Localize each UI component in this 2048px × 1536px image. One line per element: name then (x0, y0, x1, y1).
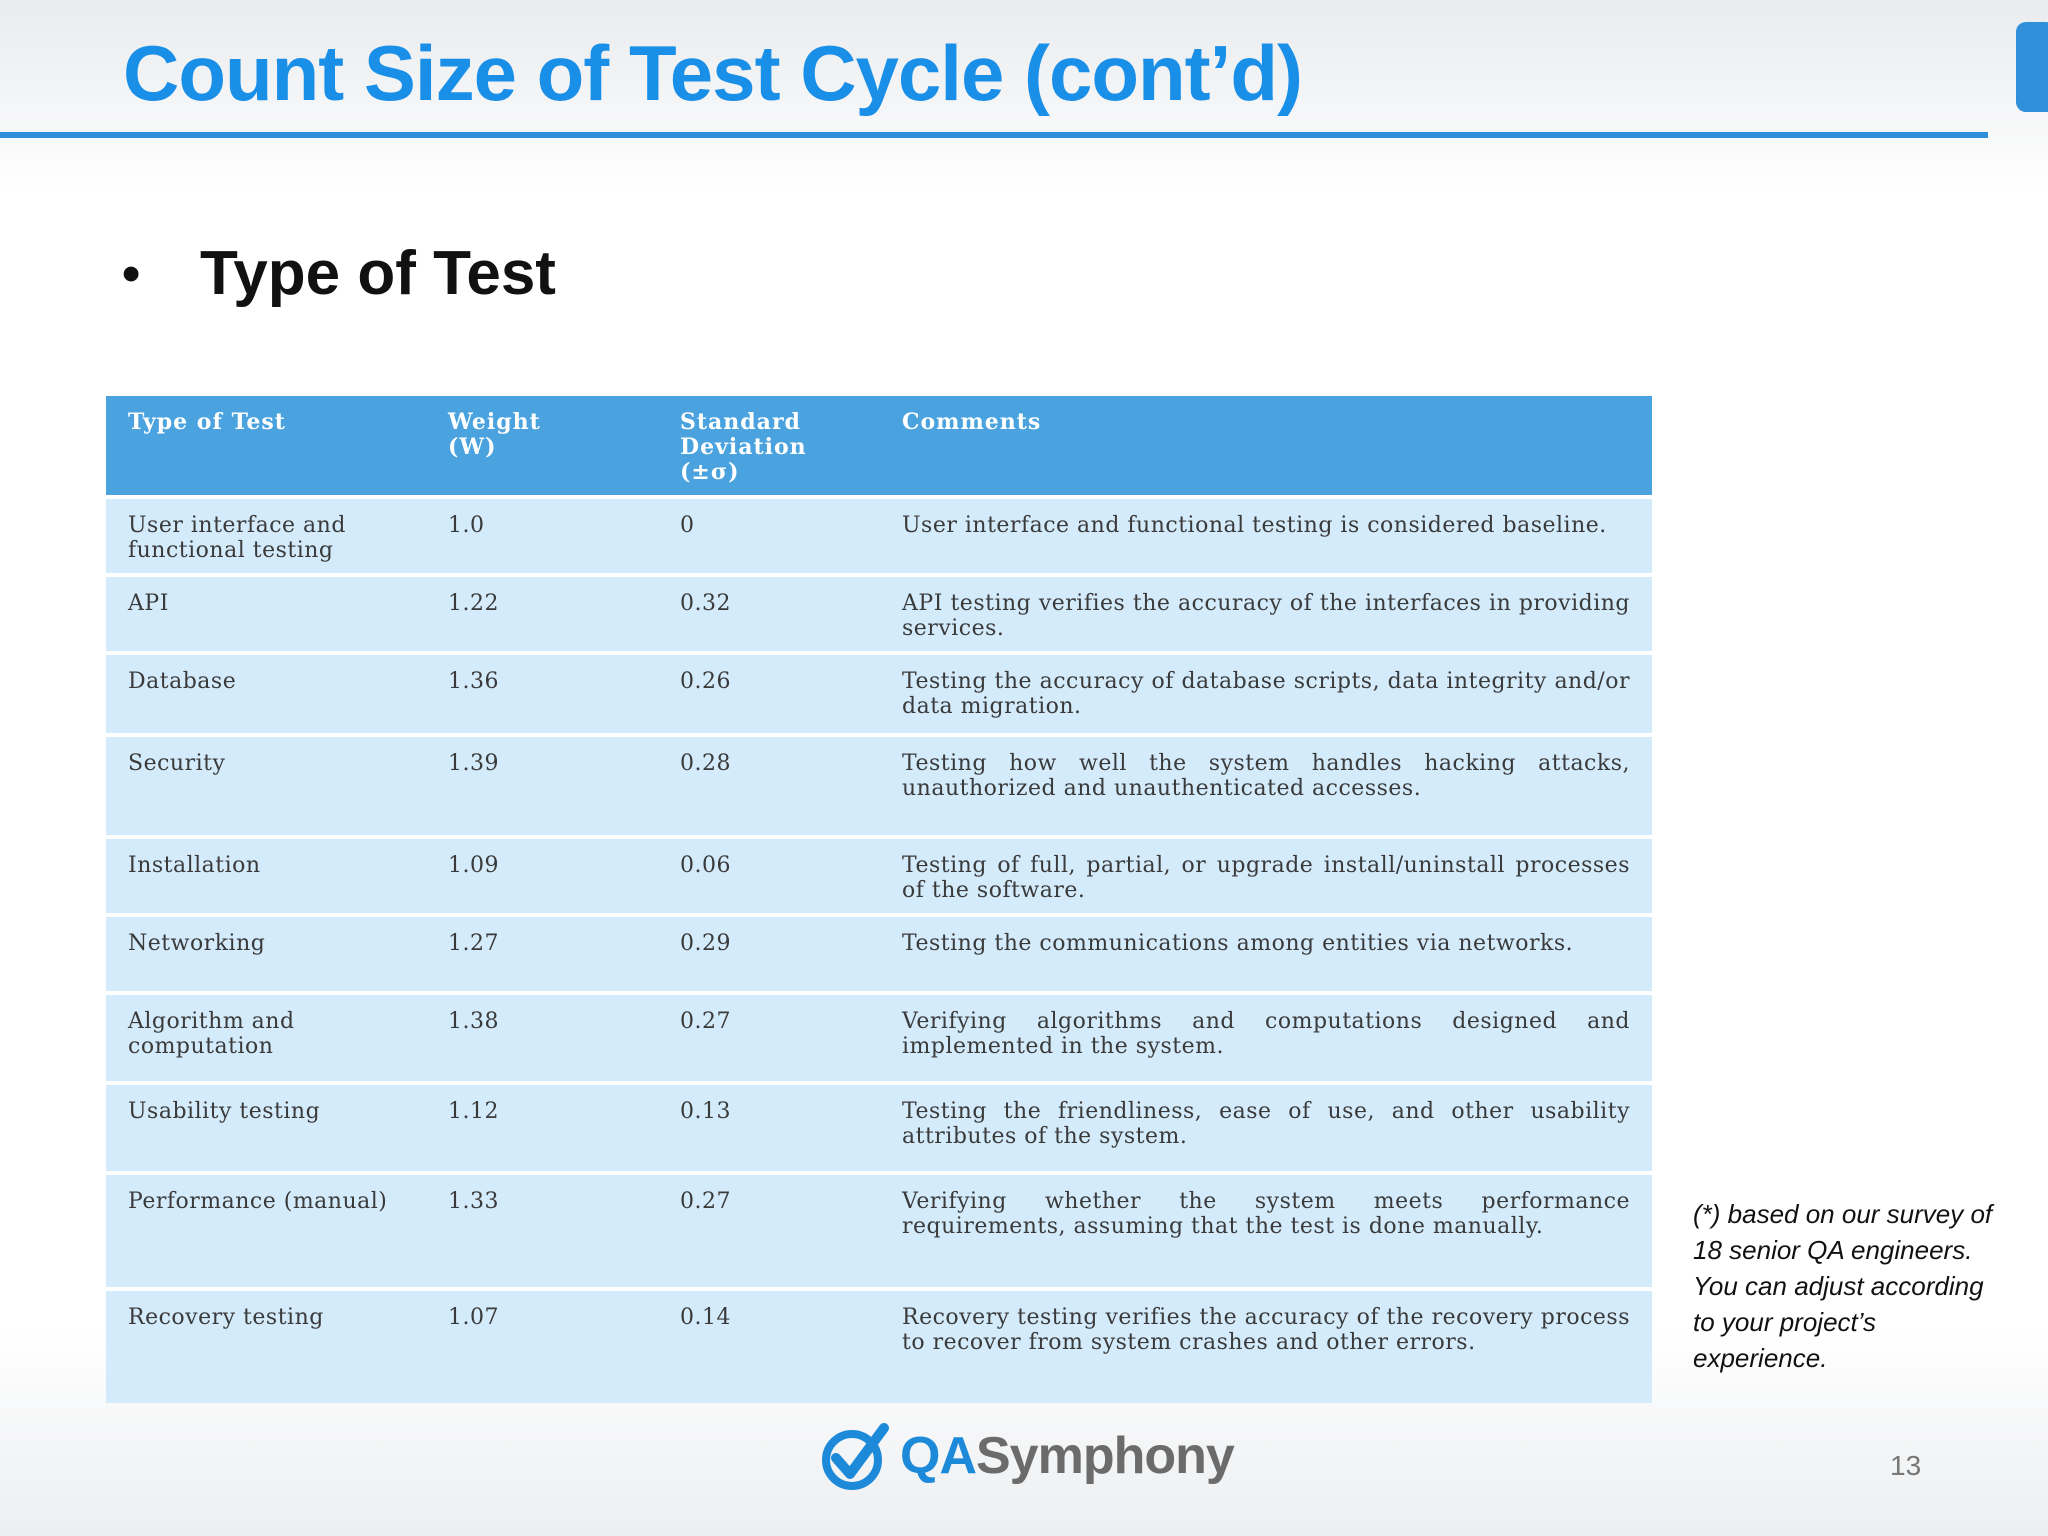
table-row: Performance (manual) 1.33 0.27 Verifying… (106, 1171, 1652, 1289)
cell-type: Recovery testing (106, 1287, 426, 1403)
bullet-text: Type of Test (200, 239, 556, 308)
cell-sd: 0.29 (658, 913, 880, 993)
table-row: Recovery testing 1.07 0.14 Recovery test… (106, 1287, 1652, 1403)
cell-type: Performance (manual) (106, 1171, 426, 1289)
cell-sd: 0.27 (658, 1171, 880, 1289)
table-row: Networking 1.27 0.29 Testing the communi… (106, 913, 1652, 993)
cell-sd: 0.14 (658, 1287, 880, 1403)
survey-footnote: (*) based on our survey of 18 senior QA … (1693, 1199, 1993, 1373)
cell-sd: 0.26 (658, 651, 880, 735)
cell-weight: 1.12 (426, 1081, 658, 1173)
header-standard-deviation: Standard Deviation (±σ) (658, 396, 880, 497)
cell-weight: 1.27 (426, 913, 658, 993)
bullet-dot-icon: • (122, 244, 141, 303)
cell-weight: 1.36 (426, 651, 658, 735)
cell-type: Security (106, 733, 426, 837)
title-underline (0, 132, 1988, 138)
table-row: Algorithm and computation 1.38 0.27 Veri… (106, 991, 1652, 1083)
cell-type: Database (106, 651, 426, 735)
cell-comment: Recovery testing verifies the accuracy o… (880, 1287, 1652, 1403)
cell-type: API (106, 573, 426, 653)
corner-accent-tab (2016, 22, 2048, 112)
table-row: API 1.22 0.32 API testing verifies the a… (106, 573, 1652, 653)
table-row: Database 1.36 0.26 Testing the accuracy … (106, 651, 1652, 735)
cell-type: Algorithm and computation (106, 991, 426, 1083)
cell-weight: 1.33 (426, 1171, 658, 1289)
header-comments: Comments (880, 396, 1652, 497)
cell-comment: Testing how well the system handles hack… (880, 733, 1652, 837)
cell-sd: 0.13 (658, 1081, 880, 1173)
cell-sd: 0.06 (658, 835, 880, 915)
header-type-of-test: Type of Test (106, 396, 426, 497)
cell-comment: Verifying whether the system meets perfo… (880, 1171, 1652, 1289)
table-row: Security 1.39 0.28 Testing how well the … (106, 733, 1652, 837)
table-row: Usability testing 1.12 0.13 Testing the … (106, 1081, 1652, 1173)
cell-weight: 1.39 (426, 733, 658, 837)
cell-weight: 1.0 (426, 495, 658, 575)
test-type-table: Type of Test Weight (W) Standard Deviation… (106, 396, 1652, 1403)
cell-comment: Testing the friendliness, ease of use, a… (880, 1081, 1652, 1173)
table-row: Installation 1.09 0.06 Testing of full, … (106, 835, 1652, 915)
cell-type: Installation (106, 835, 426, 915)
cell-weight: 1.07 (426, 1287, 658, 1403)
table-row: User interface and functional testing 1.… (106, 495, 1652, 575)
cell-comment: User interface and functional testing is… (880, 495, 1652, 575)
cell-type: User interface and functional testing (106, 495, 426, 575)
cell-sd: 0.27 (658, 991, 880, 1083)
page-number: 13 (1890, 1450, 1922, 1481)
slide-title: Count Size of Test Cycle (cont’d) (123, 29, 1303, 117)
check-mark-icon (822, 1423, 889, 1490)
header-weight: Weight (W) (426, 396, 658, 497)
cell-comment: Testing the accuracy of database scripts… (880, 651, 1652, 735)
cell-type: Usability testing (106, 1081, 426, 1173)
cell-type: Networking (106, 913, 426, 993)
cell-comment: Testing of full, partial, or upgrade ins… (880, 835, 1652, 915)
cell-comment: Testing the communications among entitie… (880, 913, 1652, 993)
cell-sd: 0.28 (658, 733, 880, 837)
logo-wordmark: QASymphony (900, 1427, 1235, 1485)
cell-weight: 1.38 (426, 991, 658, 1083)
table-header-row: Type of Test Weight (W) Standard Deviation… (106, 396, 1652, 497)
cell-comment: Verifying algorithms and computations de… (880, 991, 1652, 1083)
cell-comment: API testing verifies the accuracy of the… (880, 573, 1652, 653)
cell-weight: 1.09 (426, 835, 658, 915)
cell-weight: 1.22 (426, 573, 658, 653)
cell-sd: 0 (658, 495, 880, 575)
bullet-item: • Type of Test (122, 238, 556, 309)
cell-sd: 0.32 (658, 573, 880, 653)
company-logo: QASymphony (818, 1418, 1235, 1494)
